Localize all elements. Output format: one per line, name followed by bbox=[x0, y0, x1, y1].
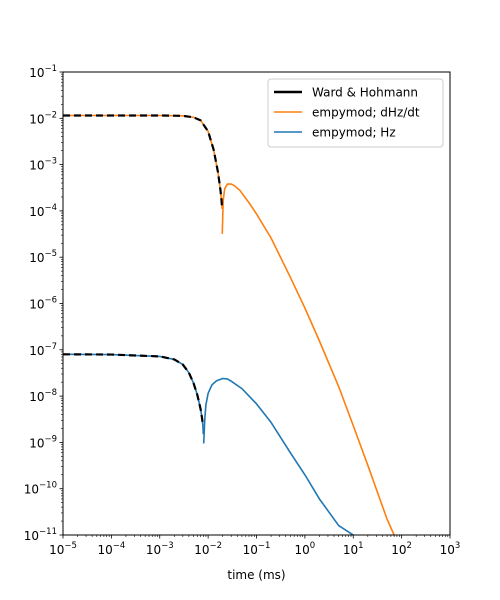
x-axis-label: time (ms) bbox=[227, 568, 285, 582]
legend-box bbox=[267, 78, 444, 148]
y-tick-label-10: 10−2 bbox=[29, 110, 57, 126]
x-tick-label-9: 103 bbox=[440, 541, 461, 557]
x-tick-label-1: 10−5 bbox=[49, 541, 77, 557]
series-line-2-segment-2 bbox=[202, 377, 354, 535]
x-tick-label-8: 102 bbox=[391, 541, 412, 557]
x-tick-label-7: 101 bbox=[343, 541, 364, 557]
series-line-3-segment-1 bbox=[63, 114, 224, 210]
x-tick-label-3: 10−3 bbox=[146, 541, 174, 557]
y-tick-label-5: 10−7 bbox=[29, 342, 57, 358]
y-tick-label-1: 10−11 bbox=[24, 527, 57, 543]
y-tick-label-11: 10−1 bbox=[29, 64, 57, 80]
x-axis: 10−5 10−4 10−3 10−2 10−1 100 101 102 103 bbox=[49, 535, 460, 557]
legend-label-1: Ward & Hohmann bbox=[312, 86, 418, 100]
legend: Ward & Hohmann empymod; dHz/dt empymod; Hz bbox=[267, 78, 444, 148]
series-layer bbox=[63, 114, 395, 535]
y-tick-label-6: 10−6 bbox=[29, 296, 57, 312]
legend-label-2: empymod; dHz/dt bbox=[312, 106, 420, 120]
legend-label-3: empymod; Hz bbox=[312, 126, 396, 140]
y-axis: 10−11 10−10 10−9 10−8 10−7 10−6 10−5 10−4 10−3 10… bbox=[24, 64, 63, 543]
y-tick-label-4: 10−8 bbox=[29, 388, 57, 404]
y-tick-label-9: 10−3 bbox=[29, 157, 57, 173]
x-tick-label-5: 10−1 bbox=[243, 541, 271, 557]
x-tick-label-6: 100 bbox=[295, 541, 316, 557]
y-tick-label-2: 10−10 bbox=[24, 481, 57, 497]
series-line-3-segment-2 bbox=[63, 353, 205, 426]
x-tick-label-2: 10−4 bbox=[97, 541, 125, 557]
y-tick-label-3: 10−9 bbox=[29, 434, 57, 450]
x-tick-label-4: 10−2 bbox=[194, 541, 222, 557]
series-line-1-segment-2 bbox=[221, 183, 395, 535]
y-tick-label-7: 10−5 bbox=[29, 249, 57, 265]
y-tick-label-8: 10−4 bbox=[29, 203, 57, 219]
